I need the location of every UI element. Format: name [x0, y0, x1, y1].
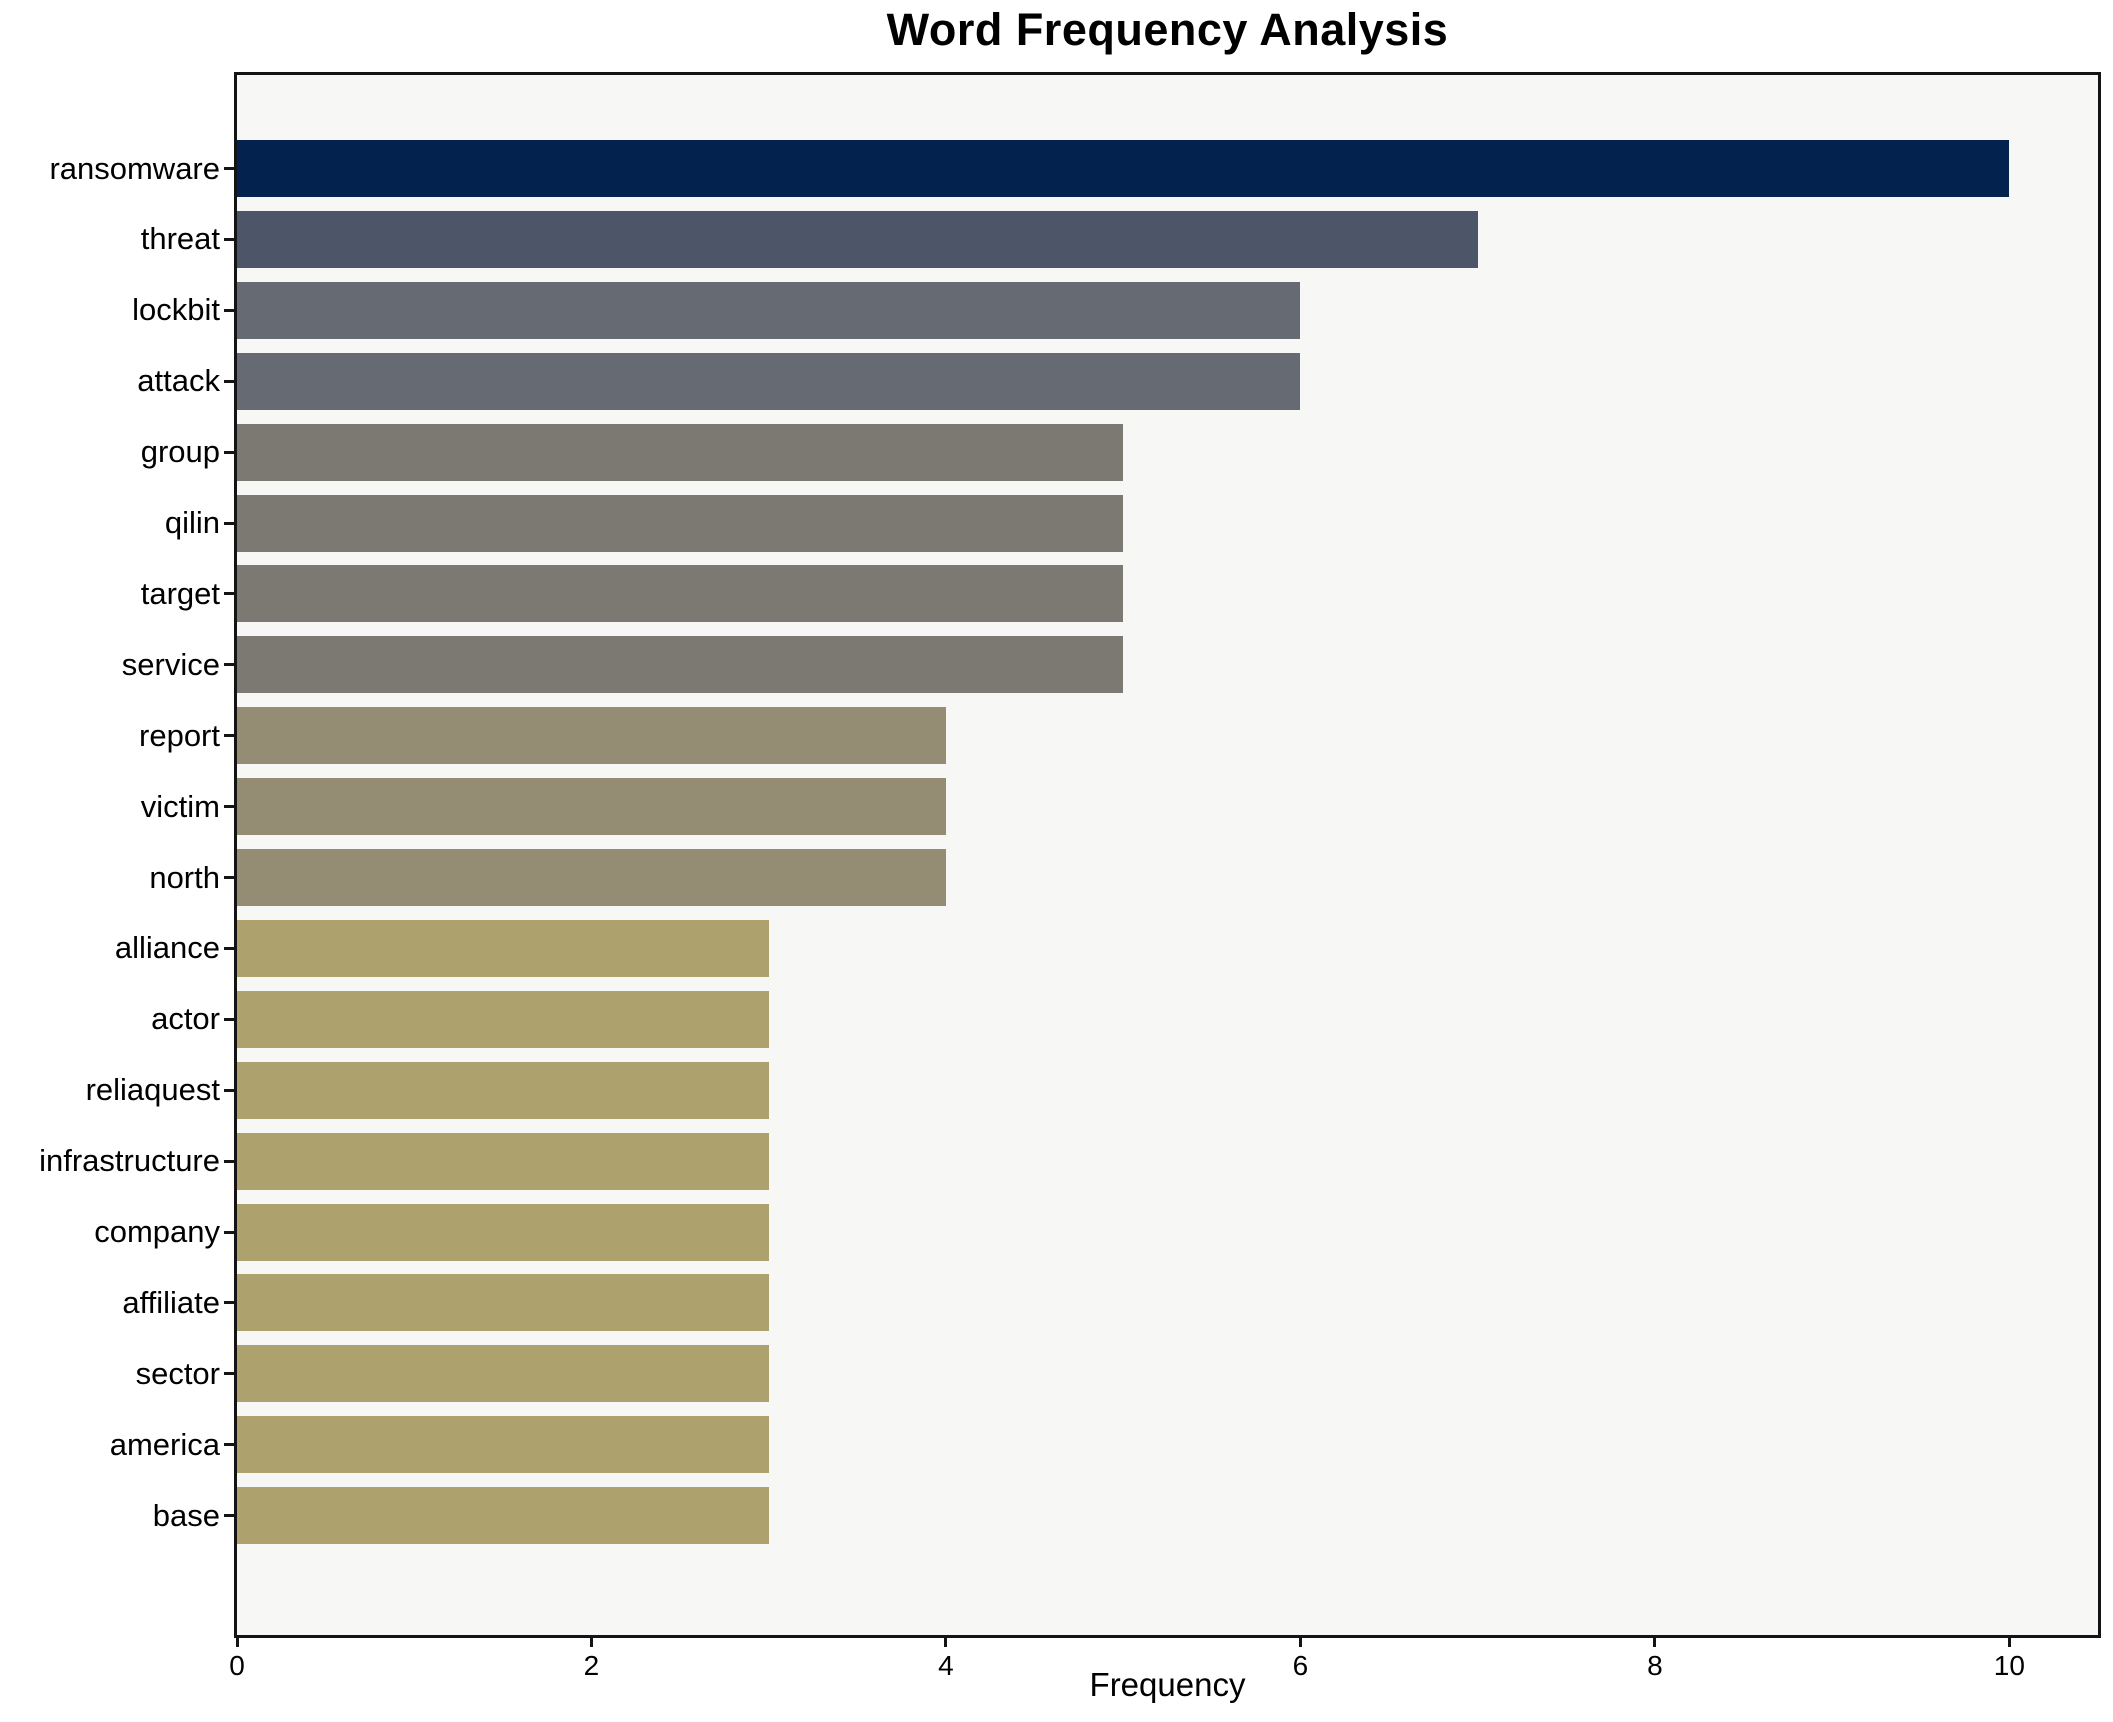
y-tick-label-service: service — [121, 646, 220, 682]
bar-affiliate — [237, 1274, 769, 1332]
y-tick-label-north: north — [149, 859, 220, 895]
x-tick-mark — [235, 1638, 239, 1647]
bar-lockbit — [237, 281, 1300, 339]
y-tick-mark — [224, 1088, 234, 1092]
bar-target — [237, 565, 1123, 623]
bar-victim — [237, 778, 946, 836]
y-tick-label-affiliate: affiliate — [122, 1284, 220, 1320]
y-tick-mark — [224, 1159, 234, 1163]
y-tick-label-infrastructure: infrastructure — [39, 1143, 220, 1179]
y-tick-label-threat: threat — [140, 221, 220, 257]
y-tick-mark — [224, 1443, 234, 1447]
y-tick-mark — [224, 734, 234, 738]
y-tick-mark — [224, 521, 234, 525]
x-tick-mark — [1653, 1638, 1657, 1647]
y-tick-label-alliance: alliance — [114, 930, 220, 966]
y-tick-mark — [224, 592, 234, 596]
bar-qilin — [237, 494, 1123, 552]
bar-infrastructure — [237, 1132, 769, 1190]
bar-ransomware — [237, 140, 2009, 197]
y-tick-mark — [224, 876, 234, 879]
y-tick-mark — [224, 167, 234, 170]
y-tick-mark — [224, 379, 234, 383]
y-tick-mark — [224, 1372, 234, 1376]
x-tick-mark — [1298, 1638, 1302, 1647]
y-tick-mark — [224, 663, 234, 667]
bar-north — [237, 849, 946, 906]
y-tick-label-group: group — [140, 434, 220, 470]
x-tick-label-10: 10 — [1993, 1650, 2025, 1681]
y-tick-label-base: base — [152, 1497, 220, 1533]
y-tick-label-target: target — [140, 575, 220, 611]
y-tick-label-sector: sector — [135, 1355, 220, 1391]
x-tick-label-2: 2 — [583, 1650, 600, 1681]
bar-company — [237, 1203, 769, 1261]
y-tick-label-reliaquest: reliaquest — [85, 1072, 220, 1108]
bar-sector — [237, 1345, 769, 1403]
bar-america — [237, 1416, 769, 1474]
bar-alliance — [237, 919, 769, 977]
bar-actor — [237, 990, 769, 1048]
y-tick-label-report: report — [139, 717, 220, 753]
y-tick-label-attack: attack — [137, 363, 220, 399]
x-tick-mark — [589, 1638, 593, 1647]
y-tick-label-qilin: qilin — [164, 505, 220, 540]
chart-title: Word Frequency Analysis — [886, 4, 1449, 55]
y-tick-mark — [224, 450, 234, 454]
y-tick-mark — [224, 237, 234, 241]
y-tick-label-lockbit: lockbit — [132, 292, 220, 328]
y-tick-mark — [224, 308, 234, 312]
y-tick-label-victim: victim — [140, 788, 220, 824]
bar-attack — [237, 352, 1300, 410]
bar-threat — [237, 210, 1478, 268]
y-tick-mark — [224, 1230, 234, 1234]
x-axis-label: Frequency — [1089, 1666, 1246, 1703]
y-tick-label-ransomware: ransomware — [49, 150, 220, 186]
bar-base — [237, 1487, 769, 1545]
x-tick-mark — [944, 1638, 948, 1647]
x-tick-label-8: 8 — [1647, 1650, 1663, 1681]
y-tick-mark — [224, 805, 234, 809]
y-tick-mark — [224, 946, 234, 950]
plot-area — [234, 72, 2101, 1638]
bar-reliaquest — [237, 1061, 769, 1119]
y-tick-label-america: america — [109, 1426, 220, 1462]
x-tick-label-6: 6 — [1292, 1650, 1309, 1681]
y-tick-mark — [224, 1514, 234, 1518]
y-tick-label-actor: actor — [151, 1001, 220, 1037]
y-tick-mark — [224, 1017, 234, 1021]
y-tick-label-company: company — [94, 1214, 220, 1249]
x-tick-label-0: 0 — [229, 1650, 245, 1681]
bar-service — [237, 636, 1123, 694]
x-tick-label-4: 4 — [938, 1650, 954, 1681]
bar-report — [237, 707, 946, 765]
x-tick-mark — [2007, 1638, 2011, 1647]
bar-group — [237, 423, 1123, 481]
y-tick-mark — [224, 1301, 234, 1305]
